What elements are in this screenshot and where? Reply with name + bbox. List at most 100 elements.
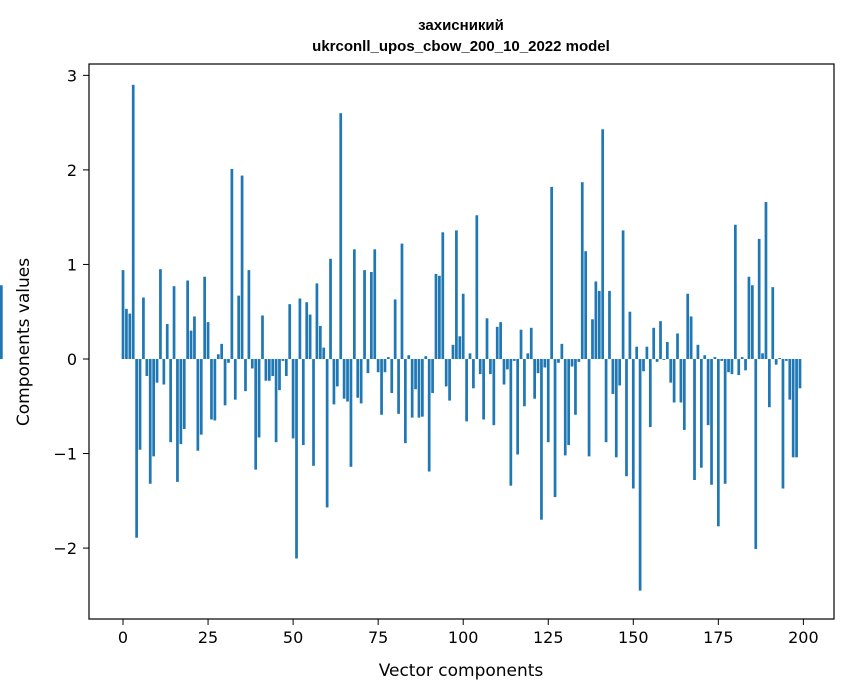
- bar-87: [417, 358, 421, 418]
- bar-144: [611, 358, 615, 394]
- y-axis-label: Components values: [14, 258, 34, 426]
- bar-1: [125, 308, 128, 359]
- bar-33: [233, 358, 237, 400]
- bar-180: [733, 224, 737, 359]
- bar-36: [244, 358, 247, 392]
- bar-84: [407, 355, 411, 359]
- bar-19: [186, 280, 190, 359]
- bar-182: [740, 357, 744, 359]
- bar-62: [332, 358, 336, 405]
- bar-90: [427, 358, 431, 472]
- bar-191: [771, 287, 775, 359]
- bar-198: [795, 358, 798, 458]
- x-tick-label: 0: [118, 628, 128, 647]
- bar-101: [465, 358, 468, 422]
- bar-15: [172, 286, 176, 359]
- bar-190: [768, 358, 771, 408]
- bar-172: [706, 358, 710, 426]
- bar-86: [414, 358, 417, 390]
- bar-43: [267, 358, 271, 381]
- bar-63: [335, 358, 339, 387]
- bar-131: [567, 358, 571, 446]
- bar-187: [757, 238, 761, 359]
- bar-134: [577, 358, 581, 362]
- bar-67: [349, 358, 353, 467]
- bar-18: [182, 358, 186, 429]
- bar-39: [254, 358, 258, 470]
- bar-72: [366, 358, 370, 374]
- bar-20: [189, 330, 193, 359]
- y-tick-label: −2: [53, 539, 77, 558]
- bar-65: [342, 358, 346, 399]
- bar-174: [713, 357, 717, 359]
- bar-114: [509, 358, 513, 486]
- bar-145: [614, 358, 618, 458]
- bar-193: [778, 358, 781, 359]
- bar-45: [274, 358, 278, 443]
- bar-139: [594, 281, 598, 359]
- y-tick-label: 1: [67, 255, 77, 274]
- bar-66: [346, 358, 349, 402]
- bar-169: [696, 344, 700, 359]
- bar-51: [295, 358, 298, 559]
- bar-132: [570, 358, 574, 367]
- bar-142: [604, 358, 608, 443]
- bar-37: [247, 270, 251, 359]
- bar-104: [475, 215, 479, 359]
- bar-61: [329, 258, 332, 359]
- bar-154: [645, 346, 649, 359]
- bar-24: [203, 276, 207, 359]
- y-axis-ticks: −2 −1 0 1 2 3: [53, 66, 89, 558]
- bar-60: [325, 358, 329, 508]
- bar-98: [455, 230, 458, 359]
- bar-56: [312, 358, 315, 466]
- bar-120: [529, 327, 533, 359]
- bar-2: [128, 313, 132, 359]
- bar-153: [642, 358, 645, 372]
- bar-79: [390, 358, 394, 394]
- bar-184: [747, 276, 751, 359]
- bar-129: [560, 343, 564, 359]
- bar-150: [631, 358, 635, 489]
- chart-title-line-1: захисникий: [418, 17, 504, 34]
- bar-171: [703, 355, 707, 359]
- bar-119: [526, 353, 530, 359]
- bar-23: [199, 358, 203, 435]
- bar-21: [193, 316, 196, 359]
- plot-frame: [88, 63, 835, 620]
- bar-124: [543, 358, 547, 368]
- bar-141: [601, 129, 605, 359]
- bar-12: [162, 358, 166, 385]
- bar-137: [587, 358, 591, 457]
- bar-11: [159, 269, 162, 359]
- bar-151: [635, 346, 639, 359]
- bar-136: [584, 251, 588, 359]
- bar-57: [315, 283, 319, 359]
- x-tick-label: 25: [198, 628, 218, 647]
- bar-0: [121, 270, 125, 359]
- bar-47: [281, 358, 285, 361]
- bar-13: [165, 324, 169, 359]
- bar-48: [284, 358, 288, 377]
- bar-35: [240, 175, 244, 359]
- bar-194: [781, 358, 785, 489]
- bar-6: [142, 297, 145, 359]
- bar-158: [659, 321, 662, 359]
- bar-178: [727, 358, 730, 373]
- bar-50: [291, 358, 295, 439]
- bar-69: [356, 358, 360, 398]
- bar-64: [339, 113, 343, 359]
- bar-26: [210, 358, 213, 420]
- bar-44: [271, 358, 275, 377]
- bar-40: [257, 358, 261, 438]
- bar-74: [373, 249, 377, 359]
- bar-34: [237, 295, 241, 359]
- bar-4: [135, 358, 138, 538]
- bar-73: [369, 272, 373, 359]
- bar-127: [553, 358, 557, 498]
- bar-166: [686, 293, 690, 359]
- bar-88: [421, 358, 424, 417]
- bar-122: [536, 358, 540, 374]
- bar-110: [495, 326, 499, 359]
- bars-group: [0, 84, 802, 591]
